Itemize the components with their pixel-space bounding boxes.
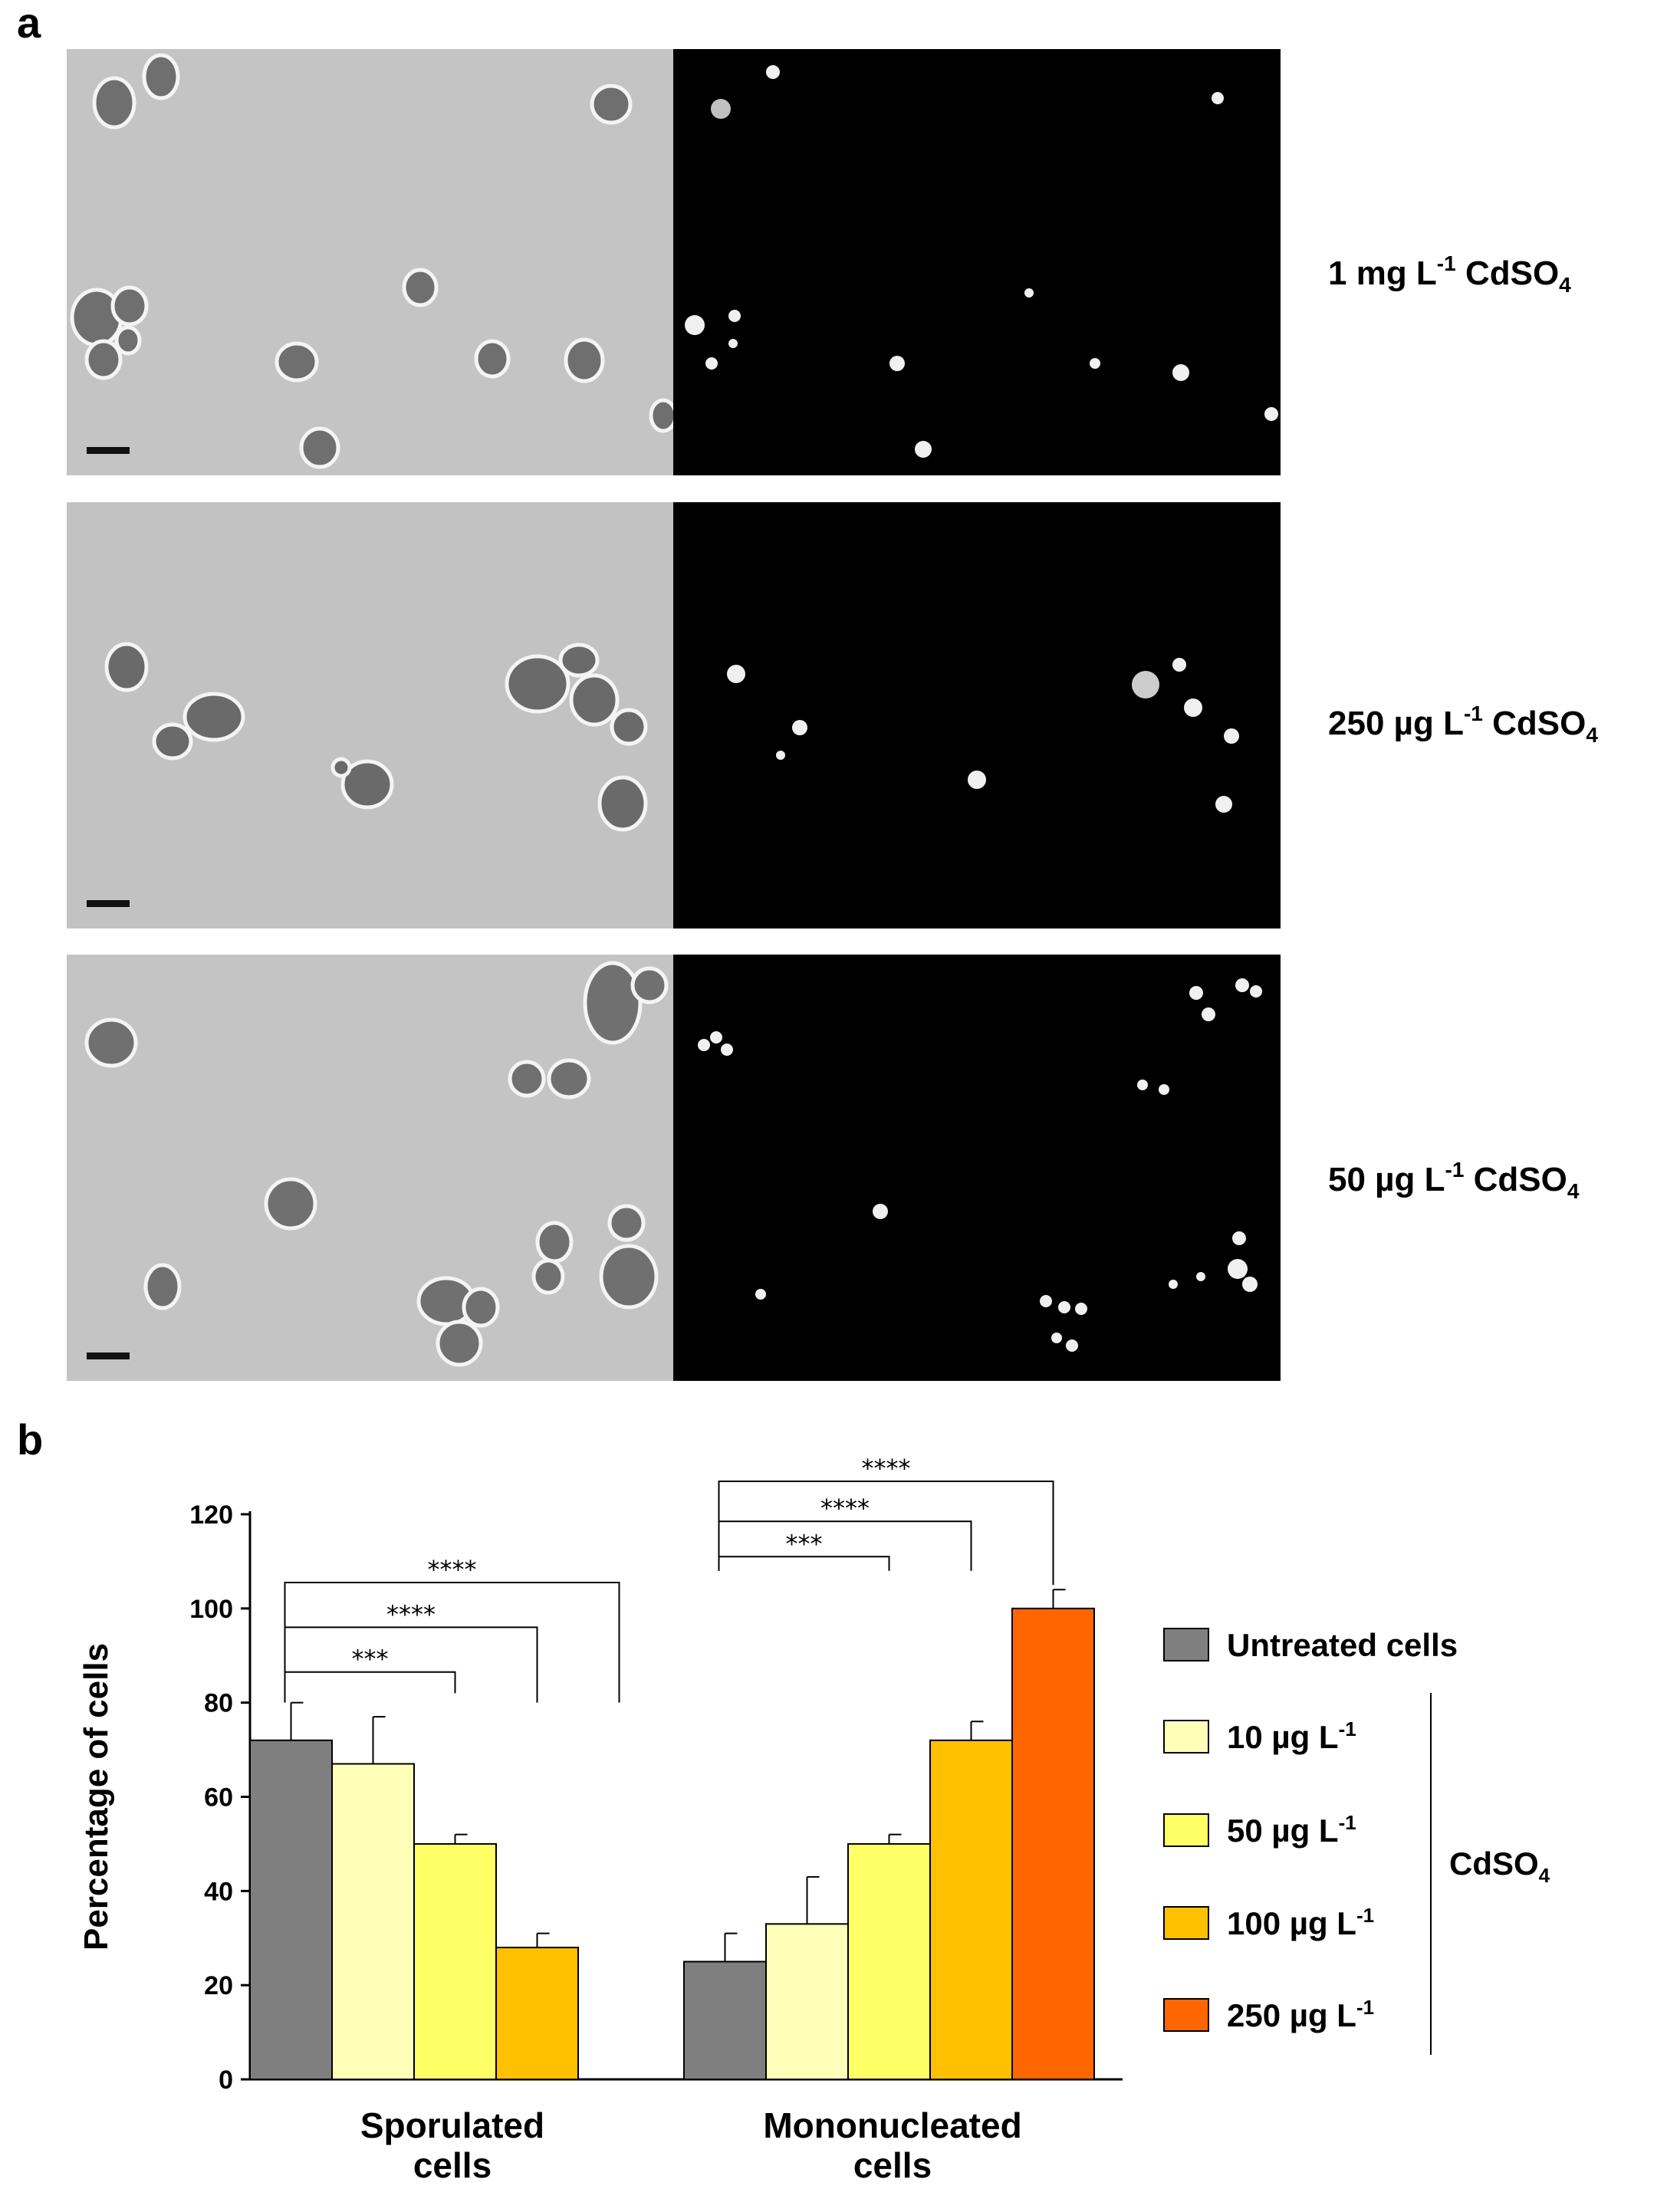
panel-b-label: b <box>17 1415 44 1464</box>
legend-label: 250 µg L-1 <box>1227 1996 1374 2033</box>
bar <box>413 1842 497 2081</box>
y-tick-label: 60 <box>204 1783 233 1813</box>
micrograph-row-3 <box>67 955 1281 1381</box>
legend-label: 100 µg L-1 <box>1227 1904 1374 1941</box>
legend-swatch <box>1163 1813 1209 1847</box>
fluorescence-image-3 <box>673 955 1281 1381</box>
significance-bracket <box>284 1626 538 1703</box>
category-label: cells <box>853 2145 932 2185</box>
bar <box>495 1947 579 2080</box>
significance-bracket <box>718 1520 972 1571</box>
y-tick-label: 20 <box>204 1971 233 2000</box>
bar <box>249 1739 333 2080</box>
y-tick-label: 120 <box>189 1500 233 1530</box>
legend-label: 10 µg L-1 <box>1227 1717 1356 1755</box>
condition-label-2: 250 µg L-1 CdSO4 <box>1328 702 1598 747</box>
significance-label: **** <box>820 1494 870 1523</box>
significance-label: **** <box>386 1599 436 1629</box>
fluorescence-image-2 <box>673 502 1281 929</box>
category-label: Mononucleated <box>763 2105 1021 2145</box>
y-tick-label: 40 <box>204 1877 233 1906</box>
legend-label: Untreated cells <box>1227 1627 1458 1663</box>
y-tick-label: 80 <box>204 1689 233 1718</box>
y-axis-title: Percentage of cells <box>77 1643 115 1951</box>
significance-label: *** <box>786 1529 823 1558</box>
significance-label: **** <box>428 1555 477 1584</box>
legend-label: 50 µg L-1 <box>1227 1811 1356 1849</box>
bar <box>683 1961 767 2080</box>
micrograph-row-1 <box>67 49 1281 475</box>
legend-swatch <box>1163 1906 1209 1940</box>
scale-bar <box>87 900 130 907</box>
y-tick-label: 0 <box>219 2066 233 2095</box>
scale-bar <box>87 447 130 454</box>
bar <box>847 1842 931 2081</box>
bar <box>765 1923 849 2081</box>
bar <box>929 1739 1013 2080</box>
bar <box>331 1763 415 2080</box>
significance-bracket <box>284 1582 620 1703</box>
bar-chart: 0 20 40 60 80 100 120 Percentage of cells Sporul… <box>77 1454 1550 2185</box>
legend-swatch <box>1163 1720 1209 1753</box>
bar <box>1011 1607 1095 2081</box>
fluorescence-image-1 <box>673 49 1281 475</box>
legend-group-label: CdSO4 <box>1449 1846 1550 1887</box>
panel-a-label: a <box>17 0 41 47</box>
brightfield-image-1 <box>67 49 673 475</box>
brightfield-image-2 <box>67 502 673 929</box>
significance-bracket <box>284 1671 456 1694</box>
significance-bracket <box>718 1556 890 1571</box>
significance-bracket <box>718 1481 1054 1586</box>
y-tick-label: 100 <box>189 1595 233 1624</box>
significance-label: *** <box>352 1645 389 1674</box>
condition-label-1: 1 mg L-1 CdSO4 <box>1328 251 1571 297</box>
legend-swatch <box>1163 1998 1209 2032</box>
condition-label-3: 50 µg L-1 CdSO4 <box>1328 1158 1580 1203</box>
micrograph-row-2 <box>67 502 1281 929</box>
category-label: Sporulated <box>360 2105 544 2145</box>
legend-swatch <box>1163 1628 1209 1661</box>
category-label: cells <box>413 2145 492 2185</box>
brightfield-image-3 <box>67 955 673 1381</box>
significance-label: **** <box>862 1454 911 1483</box>
scale-bar <box>87 1353 130 1359</box>
